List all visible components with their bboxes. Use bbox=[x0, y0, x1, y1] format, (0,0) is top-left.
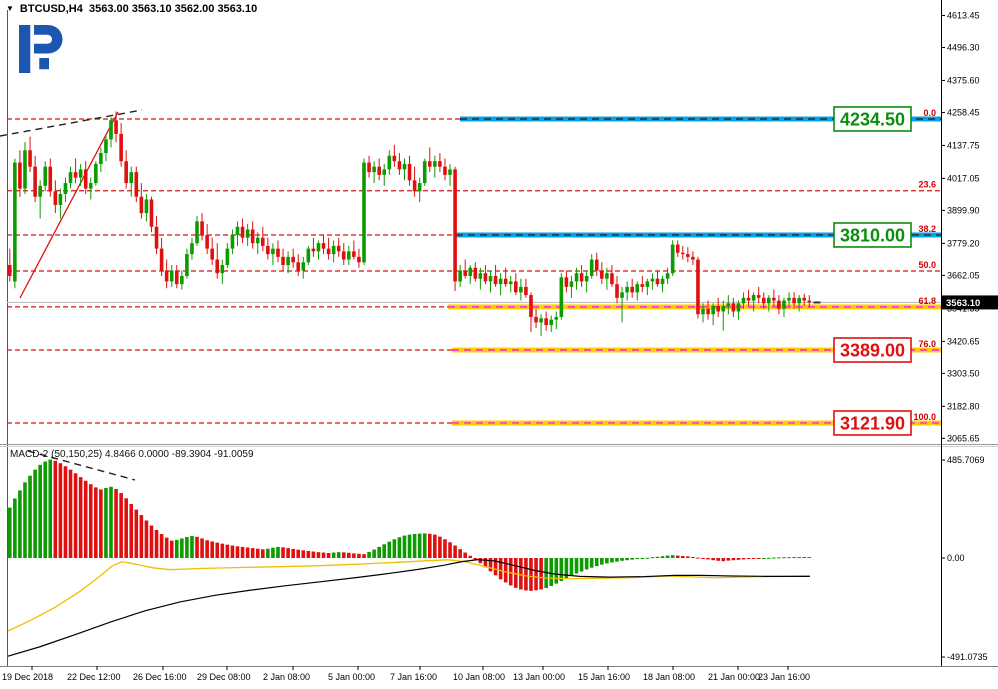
svg-text:18 Jan 08:00: 18 Jan 08:00 bbox=[643, 672, 695, 682]
symbol-marker-icon[interactable]: ▼ bbox=[6, 4, 14, 13]
svg-text:13 Jan 00:00: 13 Jan 00:00 bbox=[513, 672, 565, 682]
svg-text:4258.45: 4258.45 bbox=[947, 107, 980, 117]
svg-text:23 Jan 16:00: 23 Jan 16:00 bbox=[758, 672, 810, 682]
svg-text:3662.05: 3662.05 bbox=[947, 270, 980, 280]
svg-text:4137.75: 4137.75 bbox=[947, 140, 980, 150]
svg-text:0.0: 0.0 bbox=[923, 108, 936, 118]
svg-text:3779.20: 3779.20 bbox=[947, 238, 980, 248]
macd-panel: MACD-2 (50,150,25) 4.8466 0.0000 -89.390… bbox=[7, 449, 812, 657]
svg-text:4613.45: 4613.45 bbox=[947, 10, 980, 20]
svg-text:15 Jan 16:00: 15 Jan 16:00 bbox=[578, 672, 630, 682]
svg-text:23.6: 23.6 bbox=[918, 180, 936, 190]
svg-text:22 Dec 12:00: 22 Dec 12:00 bbox=[67, 672, 121, 682]
svg-text:3810.00: 3810.00 bbox=[840, 225, 905, 245]
svg-text:38.2: 38.2 bbox=[918, 224, 936, 234]
candles bbox=[8, 111, 812, 337]
current-price-tag: 3563.10 bbox=[942, 295, 998, 310]
svg-text:485.7069: 485.7069 bbox=[947, 455, 985, 465]
svg-text:50.0: 50.0 bbox=[918, 260, 936, 270]
svg-text:4017.05: 4017.05 bbox=[947, 173, 980, 183]
price-axis[interactable]: 4613.45 4496.30 4375.60 4258.45 4137.75 4017.… bbox=[941, 10, 980, 443]
svg-text:7 Jan 16:00: 7 Jan 16:00 bbox=[390, 672, 437, 682]
price-level-boxes[interactable]: 4234.50 3810.00 3389.00 3121.90 bbox=[833, 106, 912, 436]
time-axis[interactable]: 19 Dec 2018 22 Dec 12:00 26 Dec 16:00 29 De… bbox=[2, 666, 810, 682]
svg-text:2 Jan 08:00: 2 Jan 08:00 bbox=[263, 672, 310, 682]
svg-text:19 Dec 2018: 19 Dec 2018 bbox=[2, 672, 53, 682]
broker-logo-icon bbox=[19, 25, 63, 73]
svg-text:10 Jan 08:00: 10 Jan 08:00 bbox=[453, 672, 505, 682]
svg-text:MACD-2 (50,150,25) 4.8466 0.00: MACD-2 (50,150,25) 4.8466 0.0000 -89.390… bbox=[10, 449, 254, 460]
macd-axis[interactable]: 485.7069 0.00 -491.0735 bbox=[941, 455, 988, 662]
svg-text:61.8: 61.8 bbox=[918, 296, 936, 306]
svg-text:3563.10: 3563.10 bbox=[946, 298, 980, 309]
fibonacci-levels[interactable]: 0.0 23.6 38.2 50.0 61.8 76.0 100.0 bbox=[7, 108, 941, 426]
svg-text:26 Dec 16:00: 26 Dec 16:00 bbox=[133, 672, 187, 682]
chart-title-bar: ▼ BTCUSD,H4 3563.00 3563.10 3562.00 3563… bbox=[6, 3, 257, 15]
svg-text:76.0: 76.0 bbox=[918, 339, 936, 349]
svg-text:4234.50: 4234.50 bbox=[840, 110, 905, 130]
svg-text:29 Dec 08:00: 29 Dec 08:00 bbox=[197, 672, 251, 682]
chart-title: BTCUSD,H4 3563.00 3563.10 3562.00 3563.1… bbox=[19, 3, 258, 15]
svg-text:4375.60: 4375.60 bbox=[947, 75, 980, 85]
svg-text:0.00: 0.00 bbox=[947, 553, 965, 563]
svg-text:3065.65: 3065.65 bbox=[947, 433, 980, 443]
panel-separators[interactable] bbox=[0, 0, 998, 667]
svg-text:3420.65: 3420.65 bbox=[947, 336, 980, 346]
svg-text:5 Jan 00:00: 5 Jan 00:00 bbox=[328, 672, 375, 682]
svg-text:3389.00: 3389.00 bbox=[840, 341, 905, 361]
svg-text:3899.90: 3899.90 bbox=[947, 205, 980, 215]
svg-text:3303.50: 3303.50 bbox=[947, 368, 980, 378]
svg-text:3182.80: 3182.80 bbox=[947, 401, 980, 411]
svg-text:100.0: 100.0 bbox=[913, 412, 936, 422]
svg-text:4496.30: 4496.30 bbox=[947, 42, 980, 52]
svg-text:21 Jan 00:00: 21 Jan 00:00 bbox=[708, 672, 760, 682]
svg-text:3121.90: 3121.90 bbox=[840, 413, 905, 433]
svg-text:-491.0735: -491.0735 bbox=[947, 652, 988, 662]
trendlines[interactable] bbox=[0, 109, 143, 299]
